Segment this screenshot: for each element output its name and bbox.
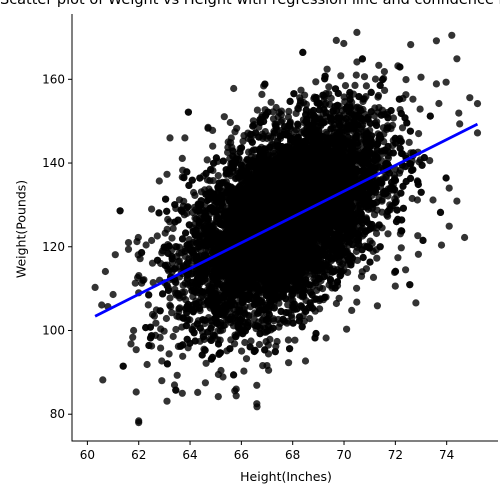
data-point (255, 340, 263, 349)
data-point (267, 98, 275, 106)
data-point (287, 311, 295, 319)
data-point (98, 301, 106, 309)
data-point (172, 325, 180, 334)
data-point (153, 232, 161, 240)
data-point (285, 359, 293, 367)
data-point (306, 315, 314, 323)
data-point (323, 65, 331, 73)
data-point (327, 94, 335, 102)
data-point (372, 229, 381, 238)
data-point (168, 309, 176, 317)
data-point (157, 344, 165, 352)
data-point (220, 113, 228, 121)
data-point (157, 325, 165, 333)
data-point (143, 360, 151, 369)
data-point (409, 95, 417, 103)
data-point (402, 76, 410, 84)
data-point (169, 224, 177, 233)
data-point (226, 307, 234, 315)
data-point (414, 232, 422, 240)
data-point (381, 86, 389, 94)
data-point (426, 157, 434, 165)
data-point (203, 156, 211, 164)
data-point (209, 142, 217, 150)
data-point (152, 319, 160, 327)
data-point (360, 95, 368, 103)
data-point (384, 230, 392, 238)
data-point (226, 118, 234, 127)
data-point (456, 120, 464, 128)
data-point (297, 86, 305, 94)
data-point (332, 299, 340, 308)
data-point (162, 314, 170, 323)
data-point (275, 323, 283, 331)
data-point (285, 107, 293, 115)
data-point (165, 350, 173, 358)
data-point (371, 75, 380, 83)
data-point (369, 273, 378, 281)
data-point (352, 247, 360, 256)
data-point (149, 279, 157, 287)
data-point (435, 99, 443, 108)
chart-title: Scatter plot of Weight vs Height with re… (0, 0, 500, 8)
data-point (362, 82, 370, 90)
data-point (136, 255, 144, 263)
data-point (455, 109, 463, 117)
data-point (253, 106, 261, 114)
data-point (398, 124, 407, 132)
data-point (175, 196, 184, 204)
data-point (242, 355, 251, 363)
data-point (179, 352, 187, 360)
data-point (202, 359, 210, 367)
data-point (219, 373, 227, 381)
data-point (214, 172, 222, 180)
data-point (366, 126, 374, 134)
point-cloud (98, 39, 464, 411)
data-point (319, 285, 327, 293)
data-point (111, 251, 119, 259)
data-point (142, 241, 150, 249)
data-point (389, 114, 398, 122)
data-point (373, 254, 381, 262)
data-point (360, 73, 369, 81)
data-point (397, 244, 405, 252)
data-point (291, 336, 299, 344)
data-point (340, 39, 348, 48)
data-point (337, 72, 345, 80)
